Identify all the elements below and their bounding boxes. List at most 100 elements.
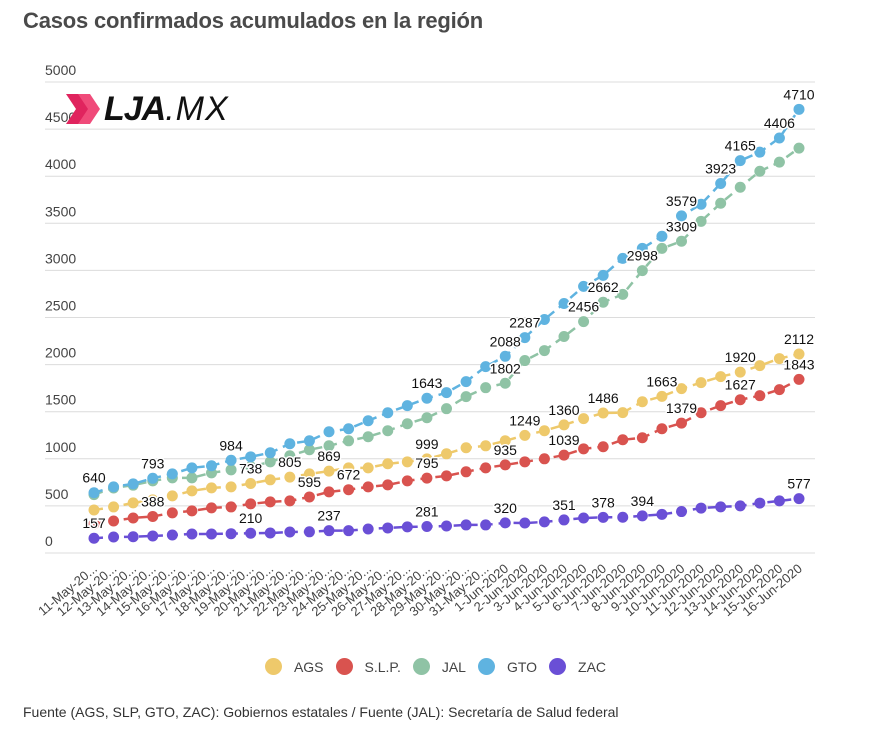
data-point bbox=[401, 418, 413, 430]
data-point bbox=[264, 496, 276, 508]
legend-label: GTO bbox=[506, 658, 538, 675]
y-tick-label: 3500 bbox=[45, 203, 76, 219]
data-point bbox=[127, 512, 139, 524]
data-point bbox=[323, 426, 335, 438]
lja-logo: LJA .MX bbox=[66, 92, 229, 126]
data-point bbox=[734, 500, 746, 512]
legend-label: S.L.P. bbox=[364, 658, 401, 675]
data-point bbox=[773, 384, 785, 396]
data-point bbox=[734, 155, 746, 167]
data-label: 3923 bbox=[705, 160, 736, 176]
data-point bbox=[715, 177, 727, 189]
data-label: 237 bbox=[317, 508, 341, 524]
data-label: 281 bbox=[415, 504, 439, 520]
data-point bbox=[362, 431, 374, 443]
data-point bbox=[441, 403, 452, 415]
data-point bbox=[382, 425, 394, 437]
data-point bbox=[225, 528, 237, 540]
legend-item: JAL bbox=[412, 658, 466, 675]
data-point bbox=[147, 530, 159, 542]
data-label: 394 bbox=[631, 493, 655, 509]
data-point bbox=[343, 423, 355, 435]
data-point bbox=[303, 435, 315, 447]
legend-label: JAL bbox=[441, 658, 466, 675]
data-point bbox=[127, 497, 139, 509]
data-point bbox=[127, 478, 139, 490]
data-point bbox=[715, 371, 727, 383]
data-point bbox=[421, 521, 433, 533]
data-point bbox=[264, 447, 276, 459]
y-tick-label: 0 bbox=[45, 533, 53, 549]
data-point bbox=[754, 390, 766, 402]
data-point bbox=[754, 165, 766, 177]
data-point bbox=[695, 215, 707, 227]
data-point bbox=[636, 242, 648, 254]
data-point bbox=[636, 510, 648, 522]
data-point bbox=[441, 470, 452, 482]
data-point bbox=[323, 525, 335, 537]
data-point bbox=[773, 353, 785, 365]
data-point bbox=[108, 481, 120, 493]
data-label: 935 bbox=[494, 442, 518, 458]
x-axis-ticks: 11-May-20...12-May-20...13-May-20...14-M… bbox=[35, 561, 805, 619]
data-point bbox=[734, 394, 746, 406]
data-label: 1920 bbox=[725, 349, 756, 365]
data-label: 157 bbox=[82, 515, 106, 531]
data-point bbox=[578, 316, 590, 328]
data-label: 577 bbox=[787, 476, 811, 492]
data-point bbox=[695, 198, 707, 210]
data-point bbox=[382, 407, 394, 419]
data-label: 1802 bbox=[490, 360, 521, 376]
data-point bbox=[597, 296, 609, 308]
data-point bbox=[421, 472, 433, 484]
data-point bbox=[715, 400, 727, 412]
data-point bbox=[676, 417, 687, 429]
data-point bbox=[401, 400, 413, 412]
chart-title: Casos confirmados acumulados en la regió… bbox=[23, 8, 484, 33]
data-label: 738 bbox=[239, 460, 263, 476]
data-point bbox=[460, 466, 472, 478]
data-point bbox=[401, 456, 413, 468]
data-point bbox=[617, 288, 629, 300]
data-point bbox=[362, 481, 374, 493]
data-point bbox=[362, 523, 374, 535]
data-point bbox=[264, 527, 276, 539]
line-chart: 0500100015002000250030003500400045005000… bbox=[35, 62, 816, 619]
data-point bbox=[597, 269, 609, 281]
legend-swatch bbox=[335, 658, 353, 675]
data-point bbox=[793, 348, 805, 360]
data-point bbox=[578, 280, 590, 292]
data-point bbox=[88, 504, 100, 516]
data-point bbox=[754, 360, 766, 372]
data-point bbox=[441, 448, 452, 460]
data-point bbox=[225, 501, 237, 513]
data-label: 640 bbox=[82, 470, 106, 486]
data-label: 2112 bbox=[784, 331, 814, 347]
data-point bbox=[225, 464, 237, 476]
y-tick-label: 2500 bbox=[45, 298, 76, 314]
y-tick-label: 3000 bbox=[45, 250, 76, 266]
data-point bbox=[323, 465, 335, 477]
data-label: 999 bbox=[415, 436, 439, 452]
data-point bbox=[245, 527, 257, 539]
data-point bbox=[166, 490, 178, 502]
data-point bbox=[754, 146, 766, 158]
y-tick-label: 500 bbox=[45, 486, 69, 502]
data-label: 869 bbox=[317, 448, 341, 464]
data-point bbox=[656, 508, 668, 520]
data-point bbox=[284, 438, 296, 450]
data-point bbox=[538, 345, 550, 357]
data-point bbox=[538, 313, 550, 325]
data-point bbox=[323, 440, 335, 452]
data-point bbox=[166, 529, 178, 541]
data-point bbox=[695, 407, 707, 419]
legend-swatch bbox=[477, 658, 495, 675]
data-point bbox=[676, 235, 687, 247]
data-label: 1843 bbox=[783, 356, 814, 372]
data-point bbox=[382, 458, 394, 470]
data-label: 672 bbox=[337, 467, 361, 483]
data-point bbox=[441, 520, 452, 532]
data-point bbox=[284, 471, 296, 483]
data-point bbox=[656, 242, 668, 254]
